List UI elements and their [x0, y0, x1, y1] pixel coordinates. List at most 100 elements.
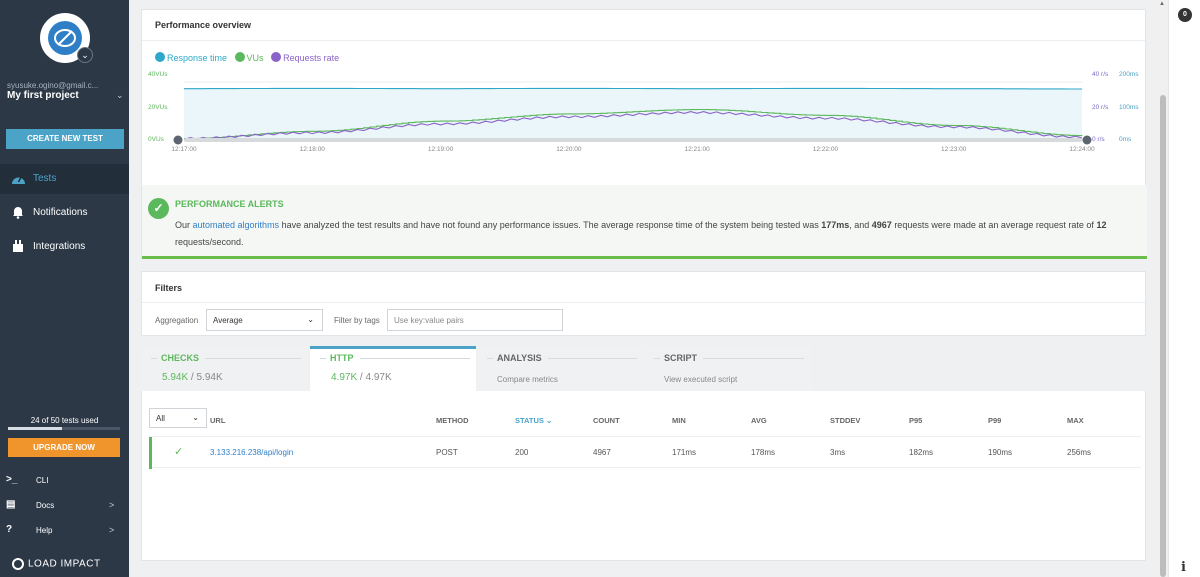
- y-axis-rate-tick: 20 r/s: [1092, 104, 1109, 111]
- response-time-area: [184, 88, 1082, 140]
- table-row[interactable]: ✓ 3.133.216.238/api/login POST 200 4967 …: [149, 436, 1141, 469]
- side-link-label: CLI: [36, 476, 49, 485]
- scrollbar-thumb[interactable]: [1160, 95, 1166, 577]
- tab-value-main: 4.97K: [331, 372, 358, 383]
- tab-http[interactable]: HTTP 4.97K / 4.97K: [310, 346, 476, 391]
- legend-dot: [234, 52, 245, 62]
- tab-subtitle: Compare metrics: [497, 375, 558, 384]
- tab-title: HTTP: [330, 353, 354, 363]
- y-axis-time-tick: 200ms: [1119, 71, 1139, 78]
- notification-count-badge[interactable]: 0: [1178, 8, 1192, 22]
- tab-title: CHECKS: [161, 353, 200, 363]
- column-header-count[interactable]: COUNT: [593, 416, 620, 425]
- tab-checks[interactable]: CHECKS 5.94K / 5.94K: [141, 346, 308, 391]
- status-filter-select[interactable]: All ⌄: [149, 408, 207, 428]
- column-header-stddev[interactable]: STDDEV: [830, 416, 861, 425]
- http-table-card: All ⌄ URL METHOD STATUS ⌄ COUNT MIN AVG S…: [141, 391, 1146, 561]
- chevron-right-icon: >: [109, 525, 115, 535]
- range-slider-track: [184, 138, 1082, 142]
- nav-item-notifications[interactable]: Notifications: [0, 198, 129, 228]
- nav-item-tests[interactable]: Tests: [0, 164, 129, 194]
- alerts-text-part: Our: [175, 220, 193, 230]
- column-header-status[interactable]: STATUS ⌄: [515, 416, 552, 425]
- status-filter-value: All: [156, 414, 165, 423]
- brand-logo[interactable]: LOAD IMPACT: [12, 558, 101, 570]
- brand-icon: [12, 558, 24, 570]
- cell-min: 171ms: [672, 448, 697, 457]
- legend-label: Response time: [167, 53, 228, 63]
- legend-response-time[interactable]: Response time: [155, 52, 227, 63]
- column-header-min[interactable]: MIN: [672, 416, 686, 425]
- tags-input[interactable]: Use key:value pairs: [387, 309, 563, 331]
- legend-vus[interactable]: VUs: [234, 52, 264, 63]
- column-header-p99[interactable]: P99: [988, 416, 1002, 425]
- status-bar: [149, 437, 152, 469]
- x-axis-tick: 12:20:00: [556, 146, 582, 153]
- performance-alerts: ✓ PERFORMANCE ALERTS Our automated algor…: [142, 185, 1147, 259]
- tab-rule: [359, 357, 470, 359]
- project-name[interactable]: My first project: [7, 90, 79, 101]
- tab-rule: [205, 357, 301, 359]
- x-axis-tick: 12:19:00: [428, 146, 454, 153]
- x-axis-tick: 12:24:00: [1069, 146, 1095, 153]
- chevron-down-icon[interactable]: ⌄: [116, 90, 124, 100]
- sidebar: ⌄ syusuke.ogino@gmail.c... My first proj…: [0, 0, 129, 577]
- column-header-p95[interactable]: P95: [909, 416, 923, 425]
- tab-header: ANALYSIS: [487, 353, 637, 363]
- bell-icon: [11, 206, 25, 220]
- scroll-up-arrow-icon[interactable]: ▲: [1159, 1, 1165, 7]
- usage-text: 24 of 50 tests used: [30, 416, 99, 425]
- aggregation-label: Aggregation: [155, 316, 199, 325]
- tab-value-total: / 5.94K: [188, 372, 223, 383]
- filters-card: Filters Aggregation Average ⌄ Filter by t…: [141, 271, 1146, 336]
- alerts-text-part: requests/second.: [175, 237, 244, 247]
- tab-rule: [151, 357, 157, 359]
- side-link-help[interactable]: ? Help >: [0, 522, 129, 540]
- y-axis-left-tick: 40VUs: [148, 71, 168, 78]
- divider: [142, 302, 1145, 303]
- nav-label: Integrations: [33, 241, 86, 252]
- tags-label: Filter by tags: [334, 316, 380, 325]
- legend-dot: [155, 52, 165, 62]
- chart-legend: Response time VUs Requests rate: [155, 52, 344, 63]
- range-handle-left-icon[interactable]: [173, 135, 183, 145]
- tab-rule: [320, 357, 326, 359]
- tab-script[interactable]: SCRIPT View executed script: [644, 346, 811, 391]
- tab-value-total: / 4.97K: [357, 372, 392, 383]
- column-header-url[interactable]: URL: [210, 416, 226, 425]
- column-header-avg[interactable]: AVG: [751, 416, 767, 425]
- tab-subtitle: View executed script: [664, 375, 738, 384]
- tab-title: ANALYSIS: [497, 353, 542, 363]
- info-icon[interactable]: i: [1181, 560, 1186, 575]
- cell-stddev: 3ms: [830, 448, 846, 457]
- cell-method: POST: [436, 448, 458, 457]
- side-link-cli[interactable]: >_ CLI: [0, 472, 129, 490]
- range-handle-right-icon[interactable]: [1082, 135, 1092, 145]
- performance-chart[interactable]: 12:17:00 12:18:00 12:19:00 12:20:00 12:21:00…: [142, 70, 1147, 160]
- alerts-text-part: have analyzed the test results and have …: [279, 220, 822, 230]
- nav-item-integrations[interactable]: Integrations: [0, 232, 129, 262]
- rate-value: 12: [1096, 220, 1107, 230]
- plug-icon: [11, 240, 25, 254]
- tab-analysis[interactable]: ANALYSIS Compare metrics: [477, 346, 643, 391]
- column-header-method[interactable]: METHOD: [436, 416, 469, 425]
- tab-header: HTTP: [320, 353, 470, 363]
- automated-algorithms-link[interactable]: automated algorithms: [192, 220, 280, 230]
- cell-url[interactable]: 3.133.216.238/api/login: [210, 448, 294, 457]
- y-axis-time-tick: 100ms: [1119, 104, 1139, 111]
- brand-name: LOAD IMPACT: [28, 558, 101, 570]
- side-link-docs[interactable]: ▤ Docs >: [0, 497, 129, 515]
- account-avatar[interactable]: [40, 13, 90, 63]
- column-header-max[interactable]: MAX: [1067, 416, 1084, 425]
- alerts-title: PERFORMANCE ALERTS: [175, 199, 284, 209]
- tab-value-main: 5.94K: [162, 372, 189, 383]
- cell-p95: 182ms: [909, 448, 934, 457]
- aggregation-select[interactable]: Average ⌄: [206, 309, 323, 331]
- terminal-icon: >_: [6, 474, 18, 485]
- account-menu-icon[interactable]: ⌄: [77, 47, 93, 63]
- series-line-response-time: [184, 87, 1082, 90]
- upgrade-now-button[interactable]: UPGRADE NOW: [8, 438, 120, 457]
- create-new-test-button[interactable]: CREATE NEW TEST: [6, 129, 124, 149]
- cell-avg: 178ms: [751, 448, 776, 457]
- legend-requests-rate[interactable]: Requests rate: [271, 52, 339, 63]
